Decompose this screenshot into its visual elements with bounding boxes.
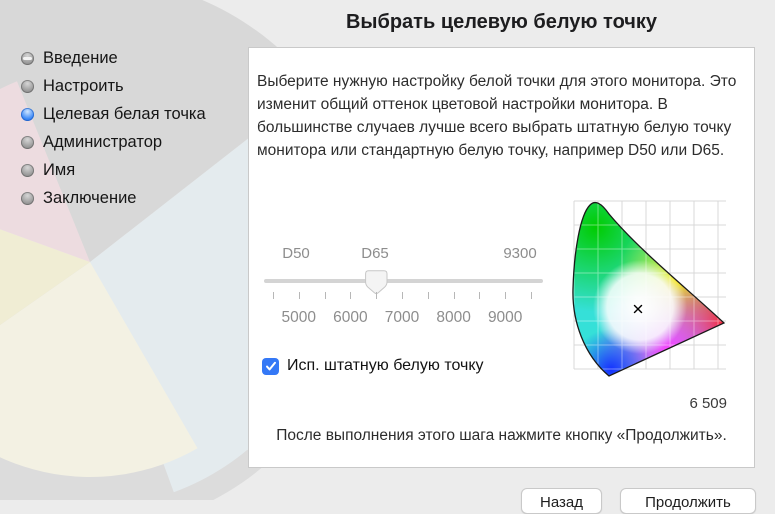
checkbox-label: Исп. штатную белую точку xyxy=(287,357,484,374)
step-label: Целевая белая точка xyxy=(43,104,206,123)
sidebar-item-setup: Настроить xyxy=(21,77,206,95)
step-dot-icon xyxy=(21,191,34,205)
step-label: Настроить xyxy=(43,76,124,95)
tick-label-8000: 8000 xyxy=(436,309,471,326)
tick-label-9000: 9000 xyxy=(487,309,523,326)
continue-button[interactable]: Продолжить xyxy=(620,488,756,514)
step-current-icon xyxy=(21,107,34,121)
preset-label-9300: 9300 xyxy=(503,245,537,262)
step-label: Администратор xyxy=(43,132,163,151)
step-visited-icon xyxy=(21,51,34,65)
white-point-slider-track[interactable] xyxy=(264,279,543,283)
white-point-marker-icon xyxy=(633,304,643,314)
sidebar-item-admin: Администратор xyxy=(21,133,206,151)
step-dot-icon xyxy=(21,163,34,177)
tick-label-6000: 6000 xyxy=(333,309,368,326)
slider-tick xyxy=(298,292,300,299)
footer-instruction: После выполнения этого шага нажмите кноп… xyxy=(276,427,727,444)
preset-label-d65: D65 xyxy=(361,245,389,262)
slider-tick xyxy=(350,292,352,299)
kelvin-value: 6 509 xyxy=(689,395,727,412)
page-title: Выбрать целевую белую точку xyxy=(345,11,658,33)
slider-tick xyxy=(453,292,455,299)
sidebar-item-conclusion: Заключение xyxy=(21,189,206,207)
step-label: Заключение xyxy=(43,188,137,207)
cie-chromaticity-diagram xyxy=(572,200,726,377)
slider-tick xyxy=(427,292,429,299)
steps-sidebar: Введение Настроить Целевая белая точка А… xyxy=(21,49,206,217)
slider-tick xyxy=(479,292,481,299)
description-text: Выберите нужную настройку белой точки дл… xyxy=(257,73,737,159)
content-panel: Выберите нужную настройку белой точки дл… xyxy=(248,47,755,468)
slider-tick xyxy=(531,292,532,299)
back-button[interactable]: Назад xyxy=(521,488,602,514)
sidebar-item-introduction: Введение xyxy=(21,49,206,67)
sidebar-item-target-white-point: Целевая белая точка xyxy=(21,105,206,123)
tick-label-7000: 7000 xyxy=(384,309,420,326)
sidebar-item-name: Имя xyxy=(21,161,206,179)
slider-tick xyxy=(376,292,378,299)
slider-tick xyxy=(324,292,326,299)
slider-tick xyxy=(273,292,274,299)
step-label: Введение xyxy=(43,48,118,67)
step-dot-icon xyxy=(21,79,34,93)
slider-tick xyxy=(505,292,507,299)
step-label: Имя xyxy=(43,160,76,179)
tick-label-5000: 5000 xyxy=(281,309,317,326)
native-white-point-checkbox-row[interactable]: Исп. штатную белую точку xyxy=(262,357,484,375)
preset-label-d50: D50 xyxy=(282,245,310,262)
checkbox-checked-icon[interactable] xyxy=(262,357,279,375)
slider-tick xyxy=(402,292,403,299)
step-dot-icon xyxy=(21,135,34,149)
